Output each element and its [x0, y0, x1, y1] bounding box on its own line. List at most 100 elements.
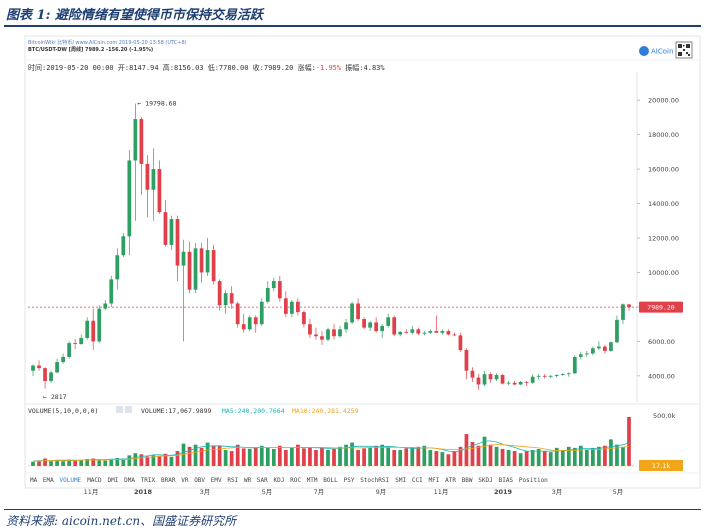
volume-bar: [554, 447, 559, 466]
candle-body: [512, 382, 517, 385]
indicator-tab[interactable]: TRIX: [141, 477, 156, 484]
volume-bar: [265, 447, 270, 466]
candle-body: [524, 381, 529, 383]
indicator-tab[interactable]: MACD: [87, 477, 102, 484]
volume-bar: [518, 453, 523, 466]
ohlc-change: -1.95%: [316, 64, 342, 72]
volume-bar: [308, 447, 312, 466]
indicator-tab[interactable]: KDJ: [274, 477, 285, 484]
chart-header-line1: BitcoinWiki 比特币/ www.AICoin.com 2019-05-…: [28, 39, 187, 46]
indicator-tab[interactable]: MA: [30, 477, 38, 484]
indicator-tab[interactable]: Position: [519, 477, 548, 484]
volume-bar: [103, 460, 108, 466]
volume-bar: [416, 446, 421, 466]
ohlc-main: 时间:2019-05-20 00:00 开:8147.94 高:8156.03 …: [28, 63, 316, 72]
volume-bar: [440, 452, 445, 466]
volume-bar: [603, 445, 607, 466]
source-note: 资料来源: aicoin.net.cn、国盛证券研究所: [6, 514, 237, 528]
indicator-tab[interactable]: WR: [244, 477, 252, 484]
indicator-tab[interactable]: OBV: [194, 477, 205, 484]
price-tick-label: 18000.00: [648, 131, 679, 139]
volume-bar: [79, 460, 84, 466]
chart-frame: [24, 35, 701, 489]
indicator-tab[interactable]: StochRSI: [360, 477, 389, 484]
indicator-tab[interactable]: PSY: [344, 477, 355, 484]
candle-body: [332, 329, 336, 337]
volume-bar: [259, 445, 264, 466]
candle-body: [139, 119, 144, 164]
volume-bar: [542, 451, 547, 466]
indicator-tab[interactable]: SMI: [395, 477, 406, 484]
indicator-tab[interactable]: BRAR: [161, 477, 176, 484]
indicator-tab[interactable]: RSI: [227, 477, 238, 484]
indicator-tab[interactable]: BIAS: [499, 477, 514, 484]
volume-bar: [362, 448, 366, 466]
indicator-tab[interactable]: VR: [181, 477, 189, 484]
indicator-tab[interactable]: SKDJ: [478, 477, 492, 484]
candle-body: [79, 337, 84, 344]
indicator-tab[interactable]: BOLL: [323, 477, 338, 484]
candle-body: [386, 317, 391, 326]
volume-bar: [169, 456, 174, 466]
volume-bar: [428, 450, 433, 466]
volume-bar: [67, 459, 71, 466]
indicator-tab[interactable]: DMA: [124, 477, 135, 484]
volume-bar: [205, 442, 210, 466]
high-price-marker: ← 19798.68: [137, 100, 176, 108]
candle-body: [542, 375, 547, 377]
candle-body: [350, 303, 354, 323]
volume-bar: [422, 445, 427, 466]
candle-body: [572, 356, 577, 374]
candle-body: [548, 375, 553, 377]
volume-bar: [494, 446, 499, 466]
indicator-tab[interactable]: EMV: [211, 477, 222, 484]
volume-bar: [85, 459, 90, 466]
volume-bar: [151, 455, 156, 466]
indicator-tab[interactable]: DMI: [108, 477, 119, 484]
candle-body: [187, 251, 192, 290]
candle-body: [253, 317, 258, 325]
volume-bar: [536, 448, 541, 466]
volume-bar: [157, 455, 162, 466]
candle-body: [290, 301, 294, 314]
candle-body: [241, 324, 246, 330]
candle-body: [247, 317, 252, 330]
figure-caption: 图表 1: 避险情绪有望使得币市保持交易活跃: [6, 8, 263, 23]
indicator-tab[interactable]: EMA: [43, 477, 54, 484]
volume-settings-icon[interactable]: [116, 406, 123, 413]
indicator-tab[interactable]: SAR: [257, 477, 268, 484]
volume-bar: [500, 448, 505, 466]
volume-bar: [271, 448, 276, 466]
volume-bar: [181, 443, 186, 466]
volume-bar: [121, 458, 126, 466]
ma5-value: MA5:240,200.7664: [222, 407, 285, 415]
candle-body: [494, 375, 499, 380]
indicator-tab[interactable]: MFI: [429, 477, 440, 484]
indicator-tab[interactable]: CCI: [412, 477, 423, 484]
ohlc-amplitude: 振幅:4.83%: [341, 63, 385, 72]
candle-body: [452, 334, 457, 336]
indicator-tab[interactable]: ATR: [445, 477, 456, 484]
volume-bar: [482, 436, 487, 466]
indicator-tab[interactable]: ROC: [290, 477, 301, 484]
candle-body: [217, 281, 222, 306]
candle-body: [440, 331, 445, 333]
indicator-tab[interactable]: BBW: [462, 477, 473, 484]
price-tick-label: 20000.00: [648, 97, 679, 105]
indicator-tab[interactable]: MTM: [307, 477, 318, 484]
volume-bar: [187, 446, 192, 466]
candle-body: [235, 303, 240, 325]
volume-bar: [283, 450, 288, 466]
candle-body: [470, 370, 475, 378]
volume-bar: [530, 450, 535, 466]
indicator-tab[interactable]: VOLUME: [60, 477, 82, 484]
time-axis: 11月 2018 3月 5月 7月 9月 11月 2019 3月 5月: [84, 488, 624, 496]
candle-body: [338, 329, 342, 337]
candle-body: [43, 368, 47, 382]
high-value: 19798.68: [145, 100, 176, 108]
candle-body: [121, 236, 126, 256]
candle-body: [308, 324, 312, 335]
volume-close-icon[interactable]: [125, 406, 132, 413]
ma10-line: [33, 444, 630, 462]
candle-body: [259, 301, 264, 325]
